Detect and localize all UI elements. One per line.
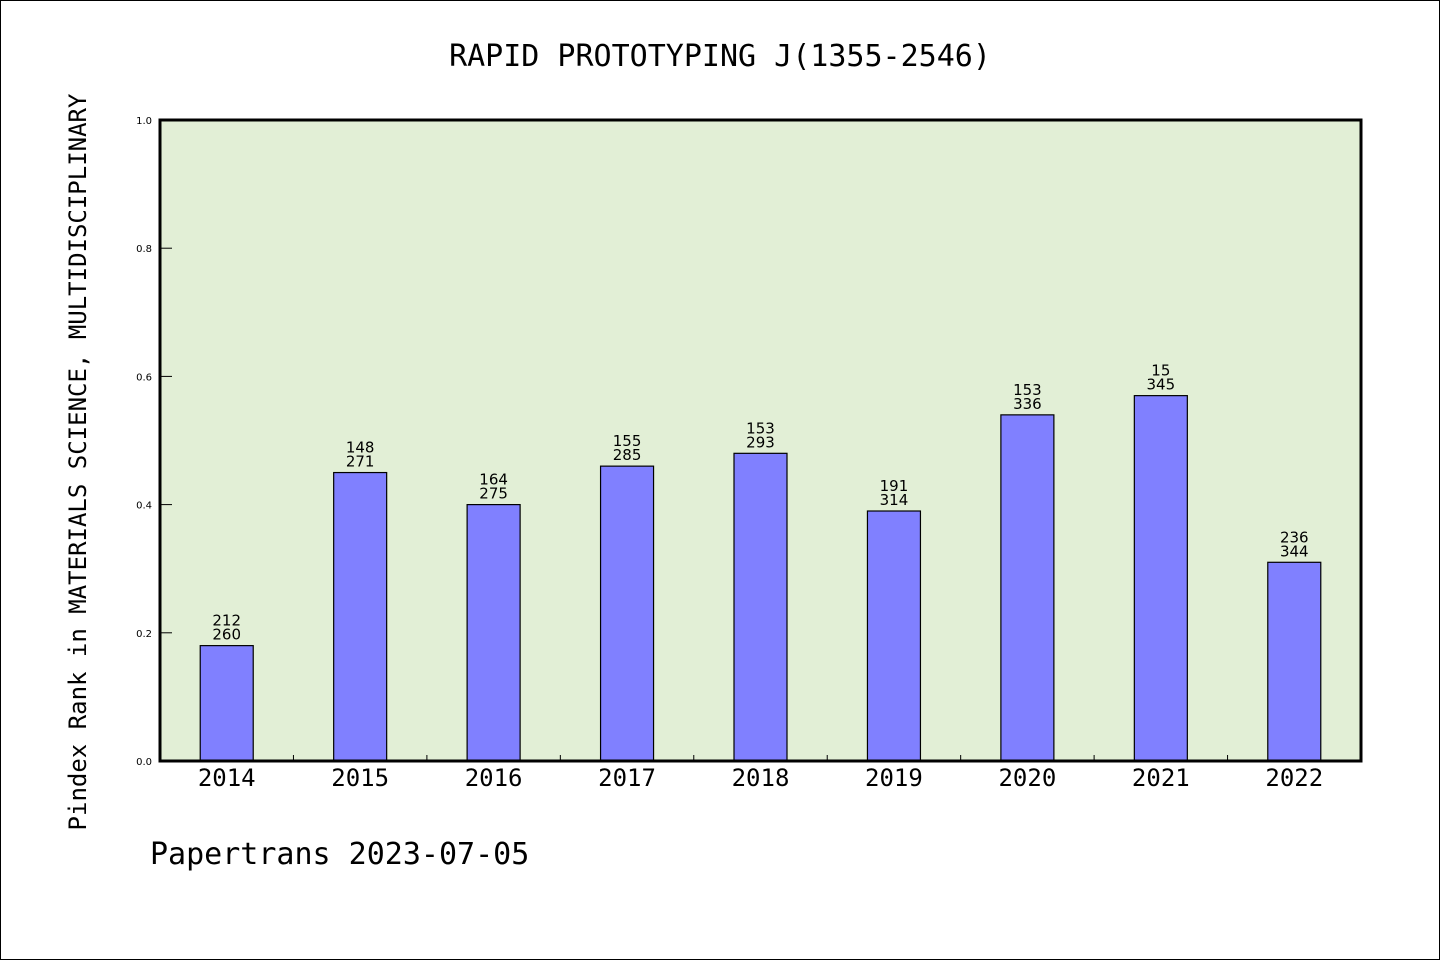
y-tick-label: 0.2: [136, 629, 152, 640]
data-label-rank: 155: [613, 432, 642, 450]
bar-2019: [866, 510, 922, 762]
data-label-total: 285: [613, 446, 642, 464]
y-axis-label: Pindex Rank in MATERIALS SCIENCE, MULTID…: [64, 93, 92, 830]
y-tick-label: 1.0: [136, 116, 152, 127]
data-label-total: 344: [1280, 542, 1309, 560]
bar-2014: [199, 645, 254, 762]
data-label-total: 293: [746, 433, 775, 451]
data-label-rank: 212: [212, 612, 241, 630]
bar-2016: [466, 504, 521, 762]
data-label-total: 275: [479, 485, 508, 503]
data-label-total: 260: [212, 626, 241, 644]
x-tick-label: 2017: [598, 764, 656, 792]
y-tick-label: 0.0: [136, 757, 152, 768]
x-tick-label: 2021: [1132, 764, 1190, 792]
plot-border: [158, 118, 1363, 763]
data-label-rank: 236: [1280, 528, 1309, 546]
x-tick-label: 2014: [198, 764, 256, 792]
bar-2018: [733, 452, 788, 762]
bar-2020: [1000, 414, 1055, 762]
x-tick-label: 2022: [1265, 764, 1323, 792]
data-label-rank: 164: [479, 471, 508, 489]
bar-2021: [1133, 395, 1188, 762]
y-tick-label: 0.4: [136, 501, 152, 512]
bar-2015: [333, 471, 388, 762]
bar-2017: [599, 465, 655, 762]
data-label-rank: 153: [1013, 381, 1042, 399]
data-label-total: 314: [880, 491, 909, 509]
data-label-rank: 148: [346, 439, 375, 457]
data-label-total: 336: [1013, 395, 1042, 413]
data-label-total: 271: [346, 453, 375, 471]
data-label-rank: 191: [880, 477, 909, 495]
y-tick-label: 0.8: [136, 244, 152, 255]
data-label-rank: 15: [1151, 362, 1170, 380]
bar-2022: [1267, 561, 1322, 762]
data-label-rank: 153: [746, 419, 775, 437]
x-tick-label: 2018: [732, 764, 790, 792]
x-tick-label: 2015: [331, 764, 389, 792]
footer-text: Papertrans 2023-07-05: [150, 837, 529, 872]
chart-title: RAPID PROTOTYPING J(1355-2546): [449, 39, 991, 74]
x-tick-label: 2016: [465, 764, 523, 792]
x-tick-label: 2019: [865, 764, 923, 792]
y-tick-label: 0.6: [136, 372, 152, 383]
data-label-total: 345: [1147, 376, 1176, 394]
x-tick-label: 2020: [998, 764, 1056, 792]
